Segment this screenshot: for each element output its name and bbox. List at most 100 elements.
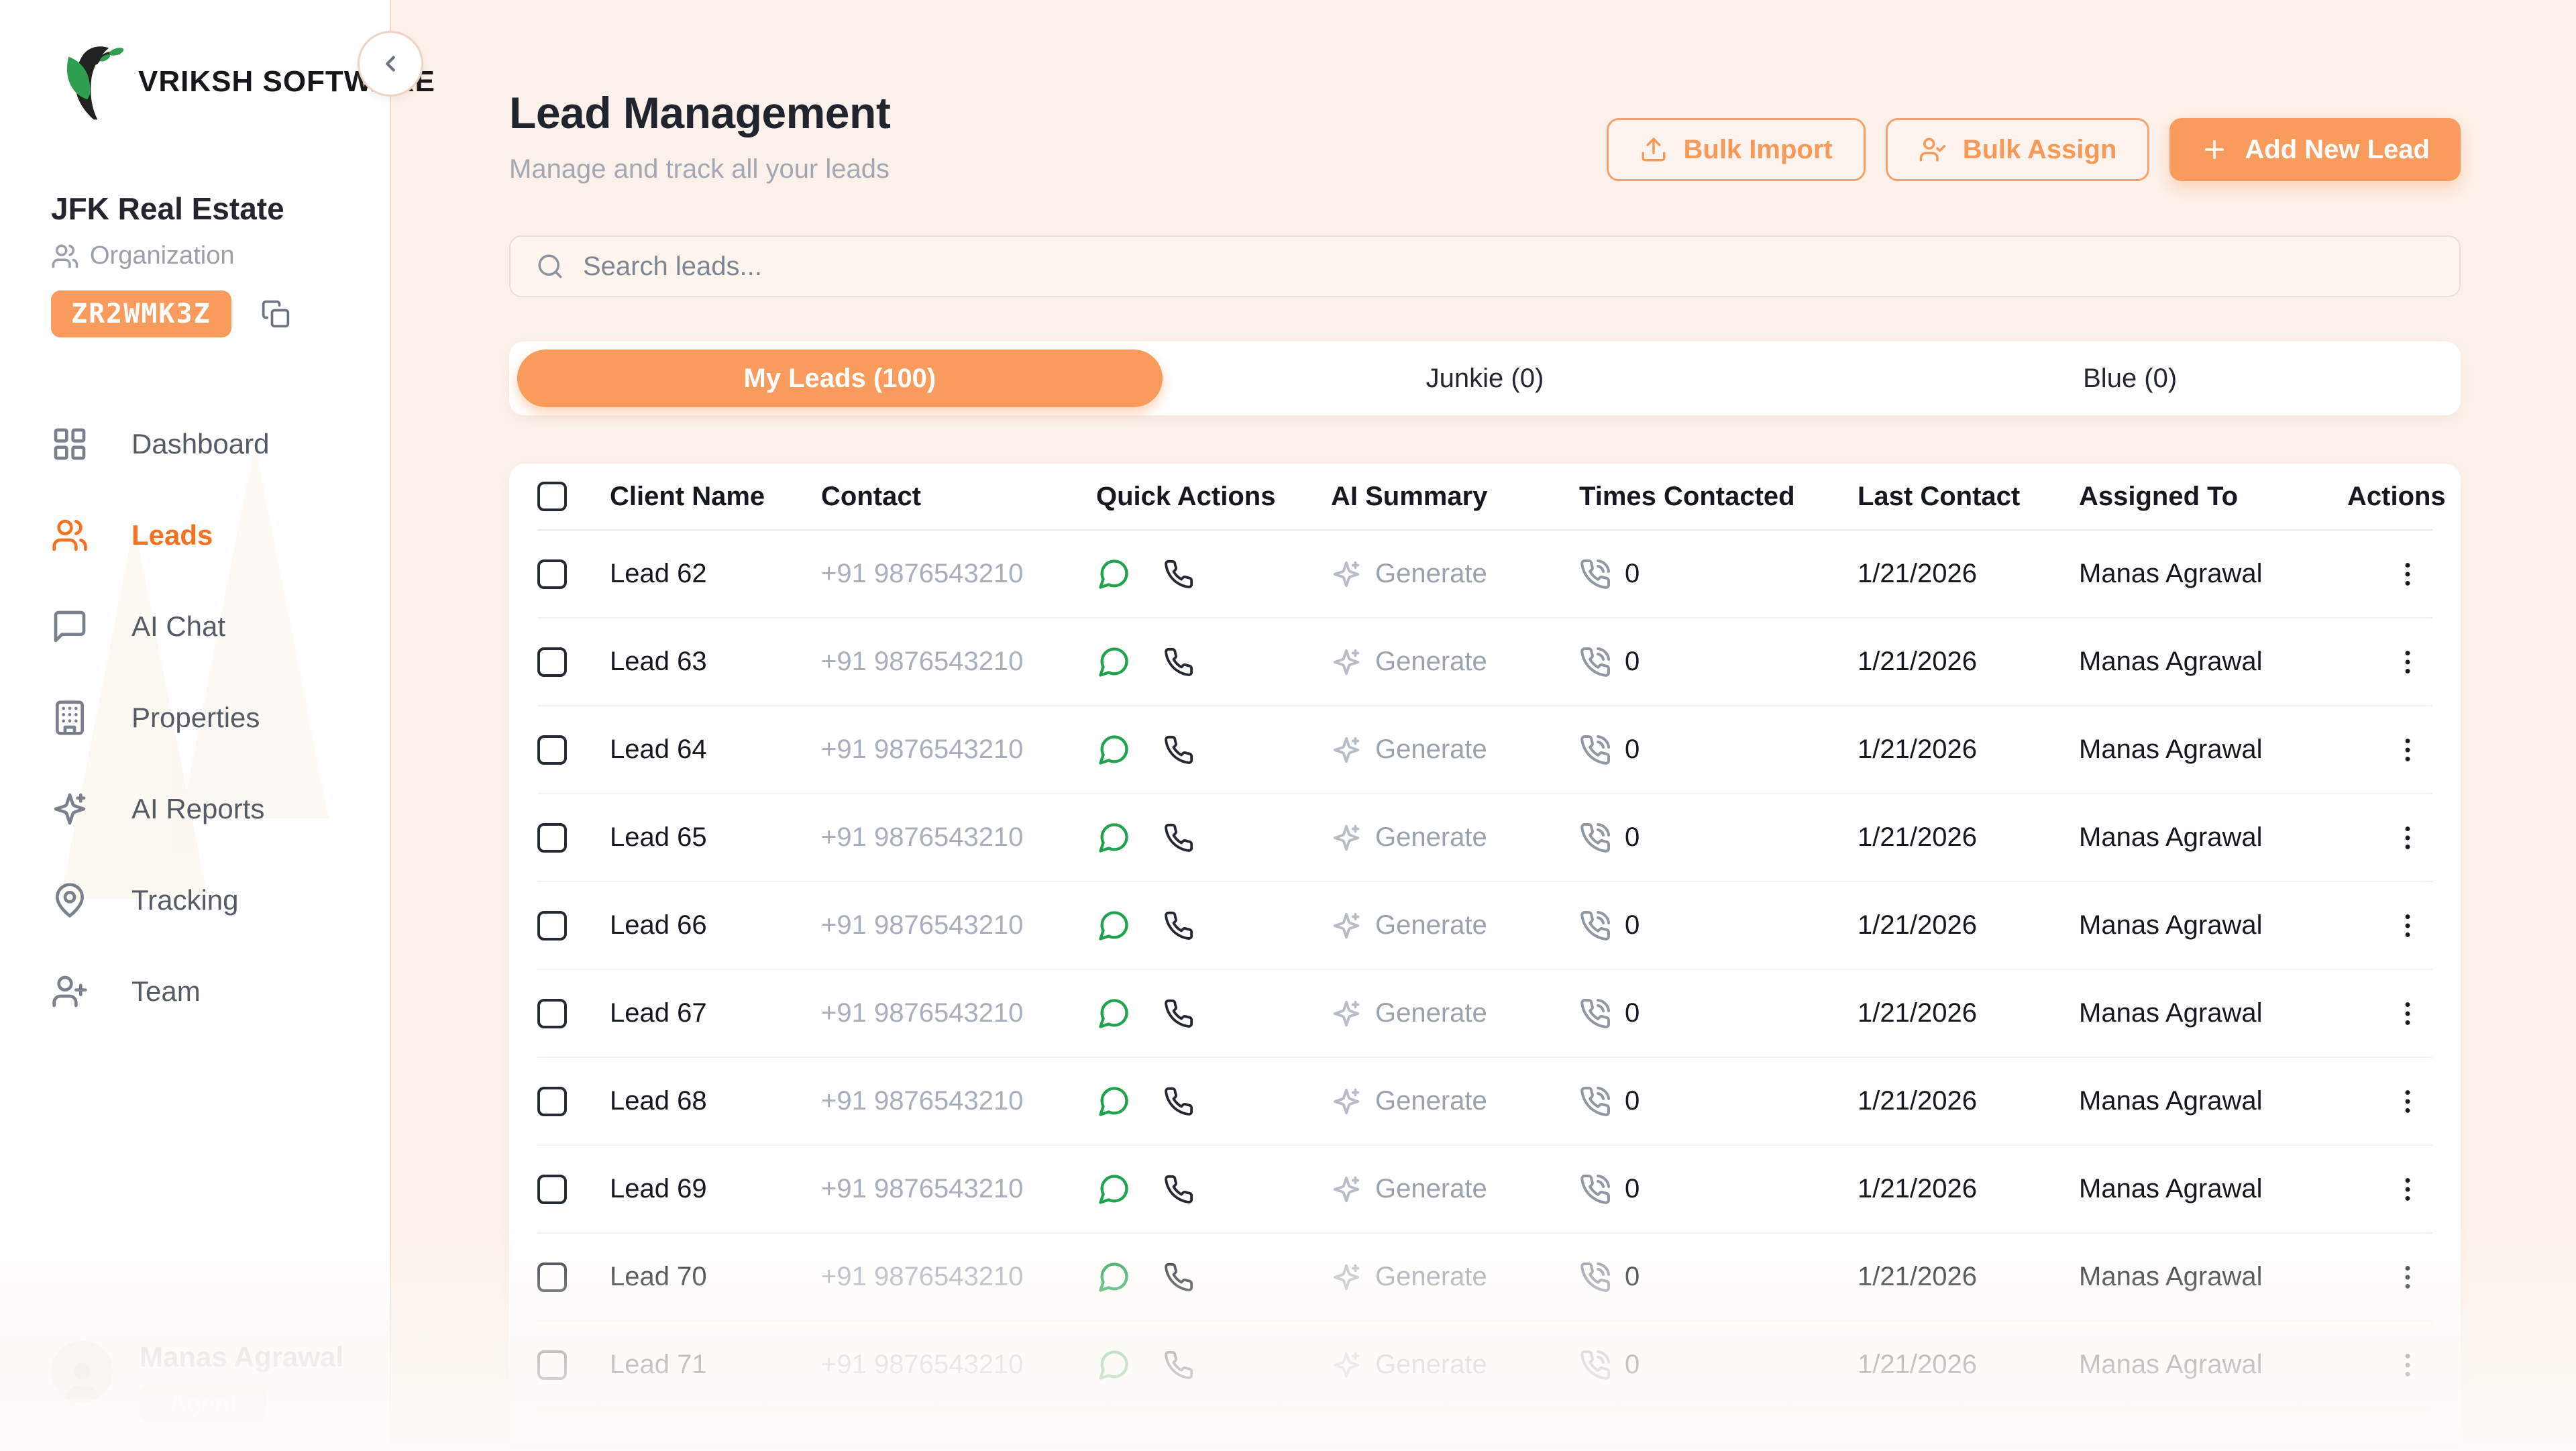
contact-number: +91 9876543210 [821, 1174, 1023, 1204]
row-checkbox[interactable] [537, 1087, 567, 1116]
row-checkbox[interactable] [537, 1262, 567, 1292]
assigned-to-name: Manas Agrawal [2079, 559, 2262, 589]
row-actions-menu-button[interactable] [2392, 1350, 2423, 1381]
whatsapp-button[interactable] [1096, 1172, 1131, 1207]
main-content: Lead Management Manage and track all you… [391, 0, 2576, 1451]
row-checkbox[interactable] [537, 999, 567, 1028]
tab-my-leads-100[interactable]: My Leads (100) [517, 350, 1163, 407]
whatsapp-button[interactable] [1096, 996, 1131, 1031]
whatsapp-button[interactable] [1096, 645, 1131, 680]
call-button[interactable] [1163, 647, 1194, 678]
phone-call-icon [1579, 734, 1611, 766]
call-button[interactable] [1163, 1174, 1194, 1205]
row-actions-menu-button[interactable] [2392, 822, 2423, 853]
copy-org-code-button[interactable] [261, 299, 290, 329]
row-actions-menu-button[interactable] [2392, 910, 2423, 941]
times-contacted-value: 0 [1625, 1086, 1640, 1116]
bulk-assign-button[interactable]: Bulk Assign [1886, 118, 2150, 181]
sidebar-item-dashboard[interactable]: Dashboard [51, 411, 363, 477]
whatsapp-icon [1096, 820, 1131, 855]
generate-ai-summary-button[interactable]: Generate [1331, 735, 1487, 765]
call-button[interactable] [1163, 910, 1194, 941]
generate-label: Generate [1375, 735, 1487, 765]
client-name: Lead 63 [610, 647, 707, 677]
row-checkbox[interactable] [537, 911, 567, 941]
whatsapp-button[interactable] [1096, 1348, 1131, 1383]
sidebar-item-ai-reports[interactable]: AI Reports [51, 776, 363, 842]
client-name: Lead 71 [610, 1350, 707, 1380]
row-actions-menu-button[interactable] [2392, 998, 2423, 1029]
row-actions-menu-button[interactable] [2392, 1086, 2423, 1117]
sidebar-item-leads[interactable]: Leads [51, 502, 363, 568]
call-button[interactable] [1163, 1262, 1194, 1293]
call-button[interactable] [1163, 559, 1194, 590]
generate-ai-summary-button[interactable]: Generate [1331, 998, 1487, 1029]
call-button[interactable] [1163, 735, 1194, 765]
row-checkbox-cell [537, 1175, 610, 1204]
whatsapp-button[interactable] [1096, 557, 1131, 592]
table-row: Lead 62 +91 9876543210 Generate [537, 531, 2432, 619]
whatsapp-button[interactable] [1096, 1084, 1131, 1119]
row-actions-menu-button[interactable] [2392, 1174, 2423, 1205]
whatsapp-button[interactable] [1096, 1260, 1131, 1295]
tab-junkie-0[interactable]: Junkie (0) [1163, 350, 1808, 407]
sidebar-item-properties[interactable]: Properties [51, 685, 363, 751]
last-contact-date: 1/21/2026 [1858, 998, 1977, 1028]
call-button[interactable] [1163, 822, 1194, 853]
page-subtitle: Manage and track all your leads [509, 154, 890, 184]
row-actions-menu-button[interactable] [2392, 1262, 2423, 1293]
row-actions-menu-button[interactable] [2392, 735, 2423, 765]
row-checkbox[interactable] [537, 823, 567, 853]
tab-blue-0[interactable]: Blue (0) [1807, 350, 2453, 407]
search-input[interactable] [583, 252, 2434, 282]
call-button[interactable] [1163, 1350, 1194, 1381]
times-contacted-cell: 0 [1579, 998, 1858, 1030]
select-all-checkbox[interactable] [537, 482, 567, 511]
generate-ai-summary-button[interactable]: Generate [1331, 1174, 1487, 1205]
generate-ai-summary-button[interactable]: Generate [1331, 1262, 1487, 1293]
generate-ai-summary-button[interactable]: Generate [1331, 647, 1487, 678]
sidebar-collapse-button[interactable] [358, 31, 423, 97]
phone-call-icon [1579, 1261, 1611, 1293]
vriksh-plant-icon [51, 38, 131, 126]
generate-ai-summary-button[interactable]: Generate [1331, 1086, 1487, 1117]
quick-actions-cell [1096, 1172, 1331, 1207]
whatsapp-button[interactable] [1096, 908, 1131, 943]
row-checkbox[interactable] [537, 647, 567, 677]
generate-ai-summary-button[interactable]: Generate [1331, 559, 1487, 590]
sidebar-item-tracking[interactable]: Tracking [51, 867, 363, 933]
whatsapp-button[interactable] [1096, 820, 1131, 855]
whatsapp-icon [1096, 1172, 1131, 1207]
row-actions-menu-button[interactable] [2392, 647, 2423, 678]
whatsapp-button[interactable] [1096, 733, 1131, 767]
row-checkbox[interactable] [537, 1350, 567, 1380]
generate-ai-summary-button[interactable]: Generate [1331, 910, 1487, 941]
table-row: Lead 70 +91 9876543210 Generate [537, 1234, 2432, 1322]
table-row: Lead 64 +91 9876543210 Generate [537, 706, 2432, 794]
generate-ai-summary-button[interactable]: Generate [1331, 1350, 1487, 1381]
assigned-to-name: Manas Agrawal [2079, 647, 2262, 677]
phone-icon [1163, 1350, 1194, 1381]
call-button[interactable] [1163, 1086, 1194, 1117]
row-checkbox[interactable] [537, 735, 567, 765]
call-button[interactable] [1163, 998, 1194, 1029]
last-contact-date: 1/21/2026 [1858, 822, 1977, 853]
row-checkbox[interactable] [537, 559, 567, 589]
row-actions-menu-button[interactable] [2392, 559, 2423, 590]
user-footer[interactable]: Manas Agrawal Agent [51, 1341, 343, 1423]
add-new-lead-button[interactable]: Add New Lead [2169, 118, 2461, 181]
copy-icon [261, 299, 290, 329]
org-type-label: Organization [90, 241, 234, 270]
generate-label: Generate [1375, 822, 1487, 853]
sidebar-item-team[interactable]: Team [51, 959, 363, 1024]
client-name: Lead 68 [610, 1086, 707, 1116]
generate-ai-summary-button[interactable]: Generate [1331, 822, 1487, 853]
row-checkbox-cell [537, 1262, 610, 1292]
row-checkbox[interactable] [537, 1175, 567, 1204]
sidebar-item-ai-chat[interactable]: AI Chat [51, 594, 363, 659]
last-contact-date: 1/21/2026 [1858, 735, 1977, 765]
phone-icon [1163, 910, 1194, 941]
quick-actions-cell [1096, 1084, 1331, 1119]
bulk-import-button[interactable]: Bulk Import [1607, 118, 1866, 181]
contact-number: +91 9876543210 [821, 647, 1023, 677]
